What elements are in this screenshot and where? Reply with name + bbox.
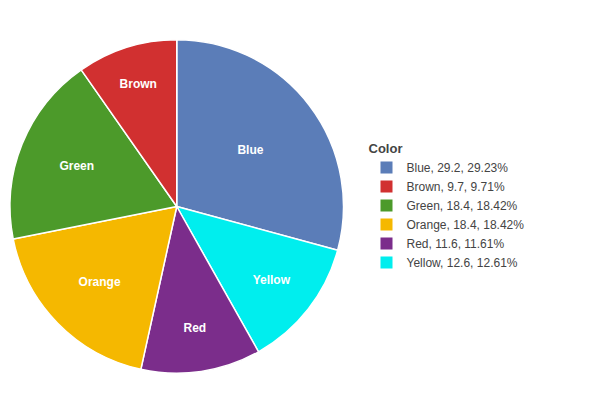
svg-text:Yellow, 12.6, 12.61%: Yellow, 12.6, 12.61% — [407, 256, 518, 270]
svg-text:Yellow: Yellow — [253, 273, 291, 287]
svg-text:Red, 11.6, 11.61%: Red, 11.6, 11.61% — [407, 237, 505, 251]
svg-text:Blue: Blue — [237, 143, 263, 157]
svg-text:Red: Red — [184, 321, 207, 335]
svg-text:Brown, 9.7, 9.71%: Brown, 9.7, 9.71% — [407, 180, 505, 194]
svg-text:Brown: Brown — [120, 77, 157, 91]
svg-text:Green, 18.4, 18.42%: Green, 18.4, 18.42% — [407, 199, 518, 213]
svg-text:Green: Green — [59, 159, 94, 173]
svg-text:Blue, 29.2, 29.23%: Blue, 29.2, 29.23% — [407, 161, 509, 175]
svg-text:Color: Color — [369, 141, 403, 156]
svg-text:Orange, 18.4, 18.42%: Orange, 18.4, 18.42% — [407, 218, 525, 232]
svg-text:Orange: Orange — [79, 275, 121, 289]
